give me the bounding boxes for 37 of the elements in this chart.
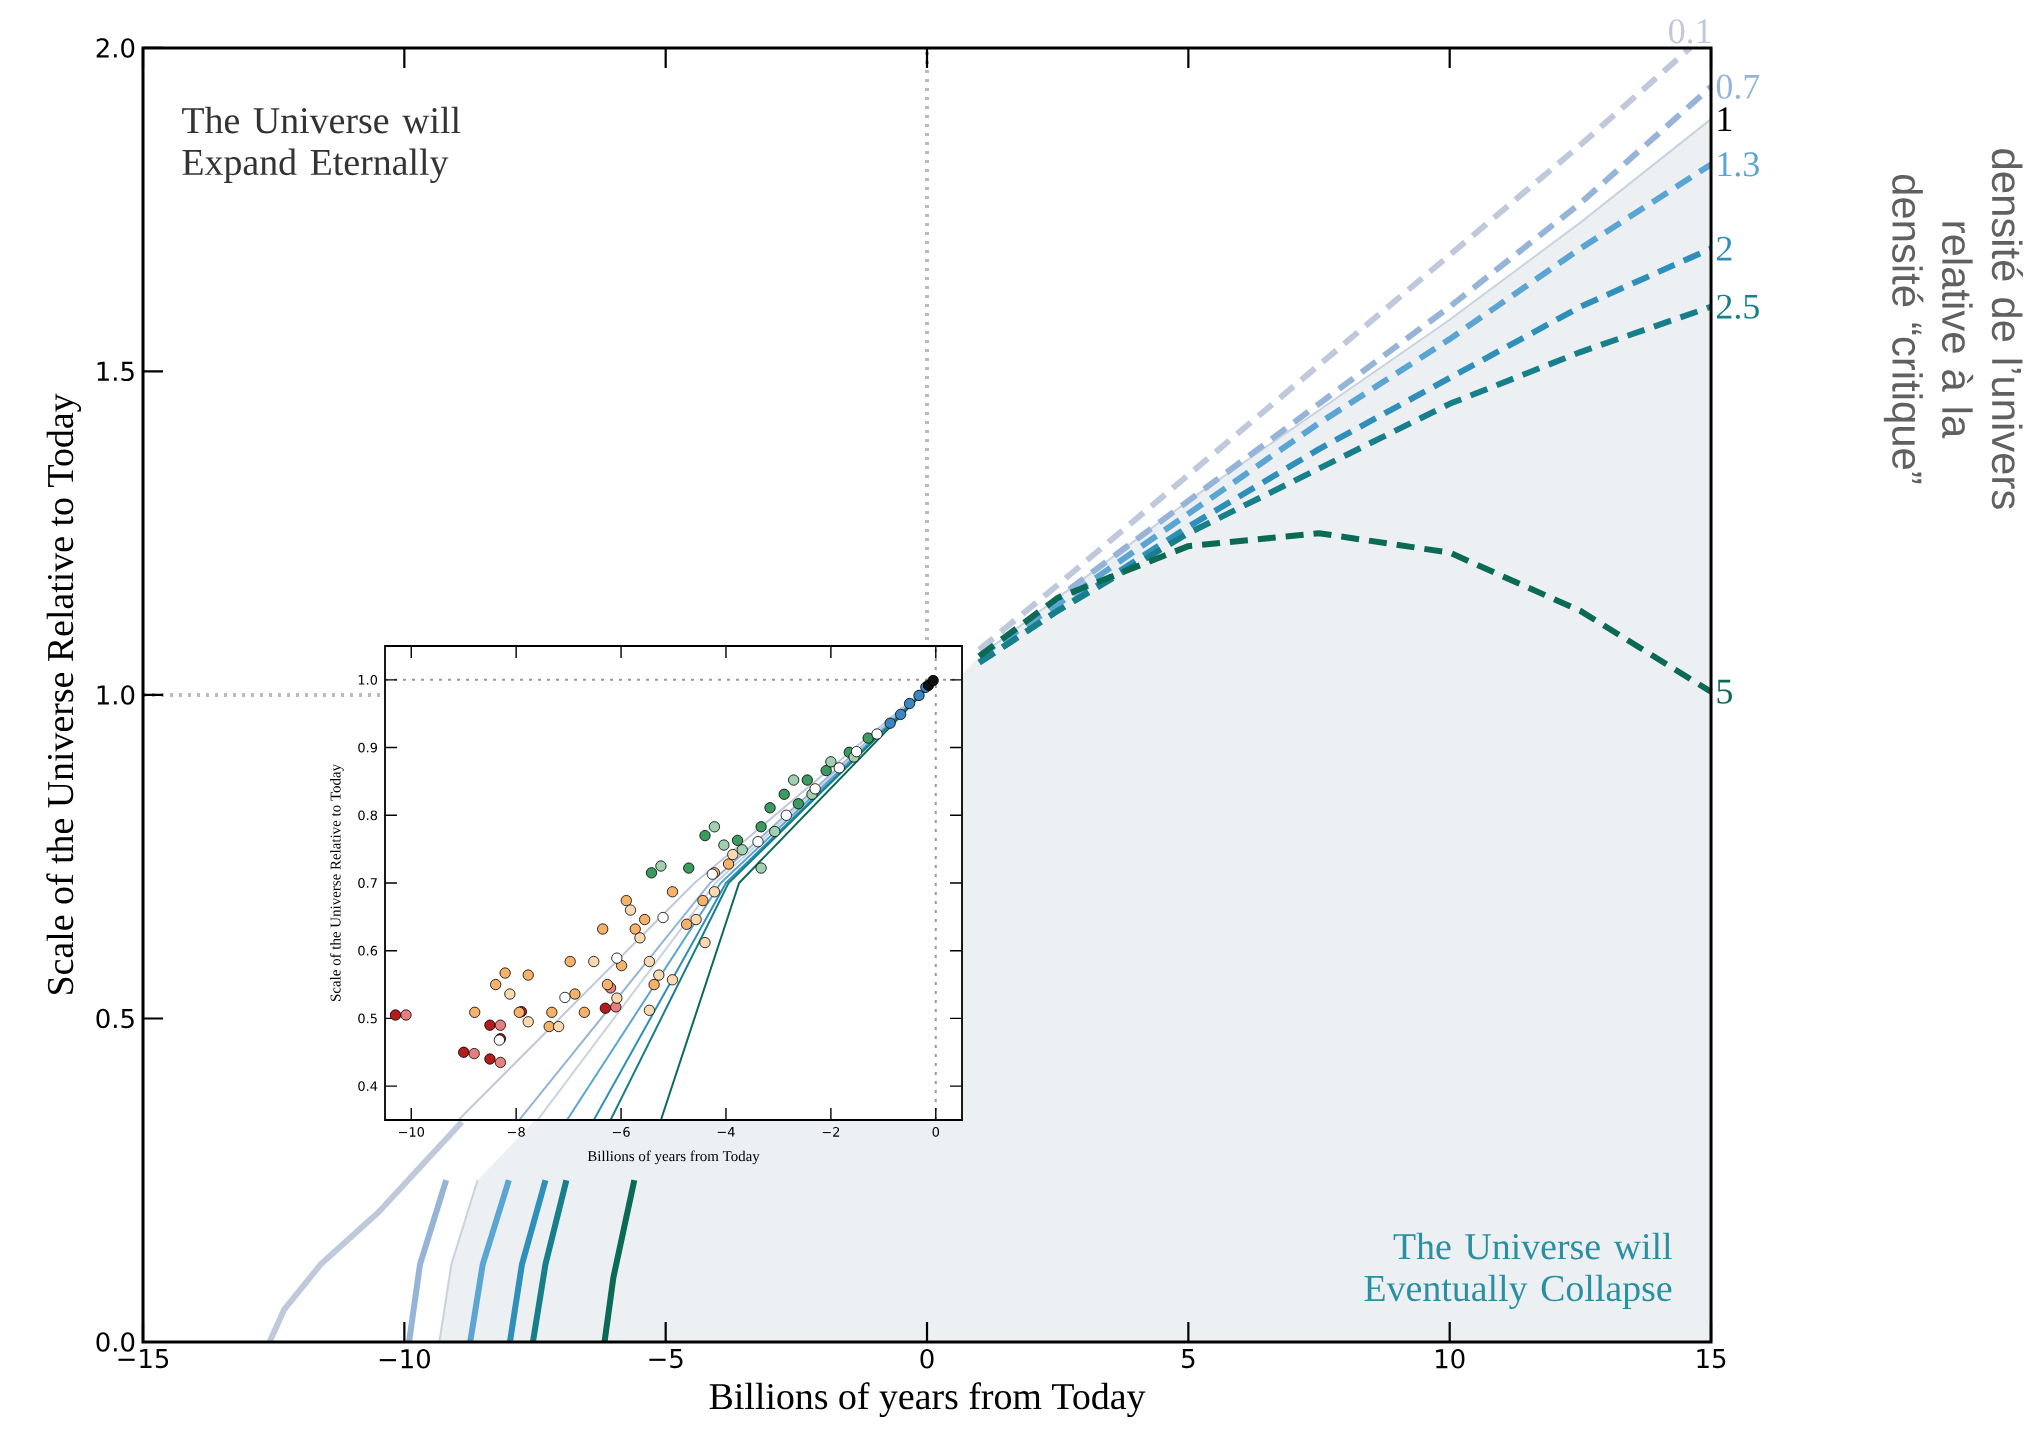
x-tick-label: 10 [1436, 1349, 1465, 1369]
x-tick-label: 5 [1182, 1349, 1195, 1369]
x-tick-label: −10 [398, 1127, 425, 1137]
series-label: 0.1 [1669, 19, 1711, 44]
x-tick-label: −6 [612, 1127, 630, 1137]
x-tick-label: −5 [649, 1349, 683, 1369]
y-tick-label: 0.6 [358, 945, 378, 956]
y-tick-label: 1.0 [97, 685, 135, 705]
legend-title: densité de l’univers relative à la densité “critique” [1883, 149, 2023, 509]
y-tick-label: 0.9 [358, 742, 378, 753]
x-tick-label: −4 [717, 1127, 735, 1137]
x-tick-label: 15 [1697, 1349, 1726, 1369]
x-tick-label: −10 [379, 1349, 430, 1369]
series-label: 5 [1717, 679, 1732, 704]
x-axis-title: Billions of years from Today [709, 1382, 1146, 1418]
y-tick-label: 1.5 [97, 361, 134, 382]
x-tick-label: 0 [920, 1349, 934, 1369]
y-axis-title: Scale of the Universe Relative to Today [329, 764, 344, 1001]
y-tick-label: 0.7 [358, 878, 377, 888]
y-tick-label: 1.0 [358, 674, 378, 685]
series-label: 0.7 [1716, 74, 1760, 99]
series-label: 2.5 [1716, 294, 1759, 319]
annotation: The Universe will Expand Eternally [182, 106, 461, 184]
x-axis-title: Billions of years from Today [587, 1150, 760, 1165]
series-label: 1 [1718, 107, 1732, 131]
y-tick-label: 0.4 [358, 1081, 378, 1092]
x-tick-label: 0 [932, 1127, 940, 1137]
y-tick-label: 2.0 [96, 38, 135, 58]
y-tick-label: 0.5 [96, 1008, 134, 1029]
y-tick-label: 0.8 [358, 810, 378, 821]
y-axis-title: Scale of the Universe Relative to Today [46, 393, 82, 994]
series-label: 2 [1716, 236, 1732, 261]
annotation: The Universe will Eventually Collapse [1364, 1232, 1672, 1310]
y-tick-label: 0.5 [358, 1013, 377, 1024]
x-tick-label: −2 [822, 1127, 840, 1137]
series-label: 1.3 [1718, 152, 1759, 177]
x-tick-label: −8 [507, 1127, 525, 1137]
